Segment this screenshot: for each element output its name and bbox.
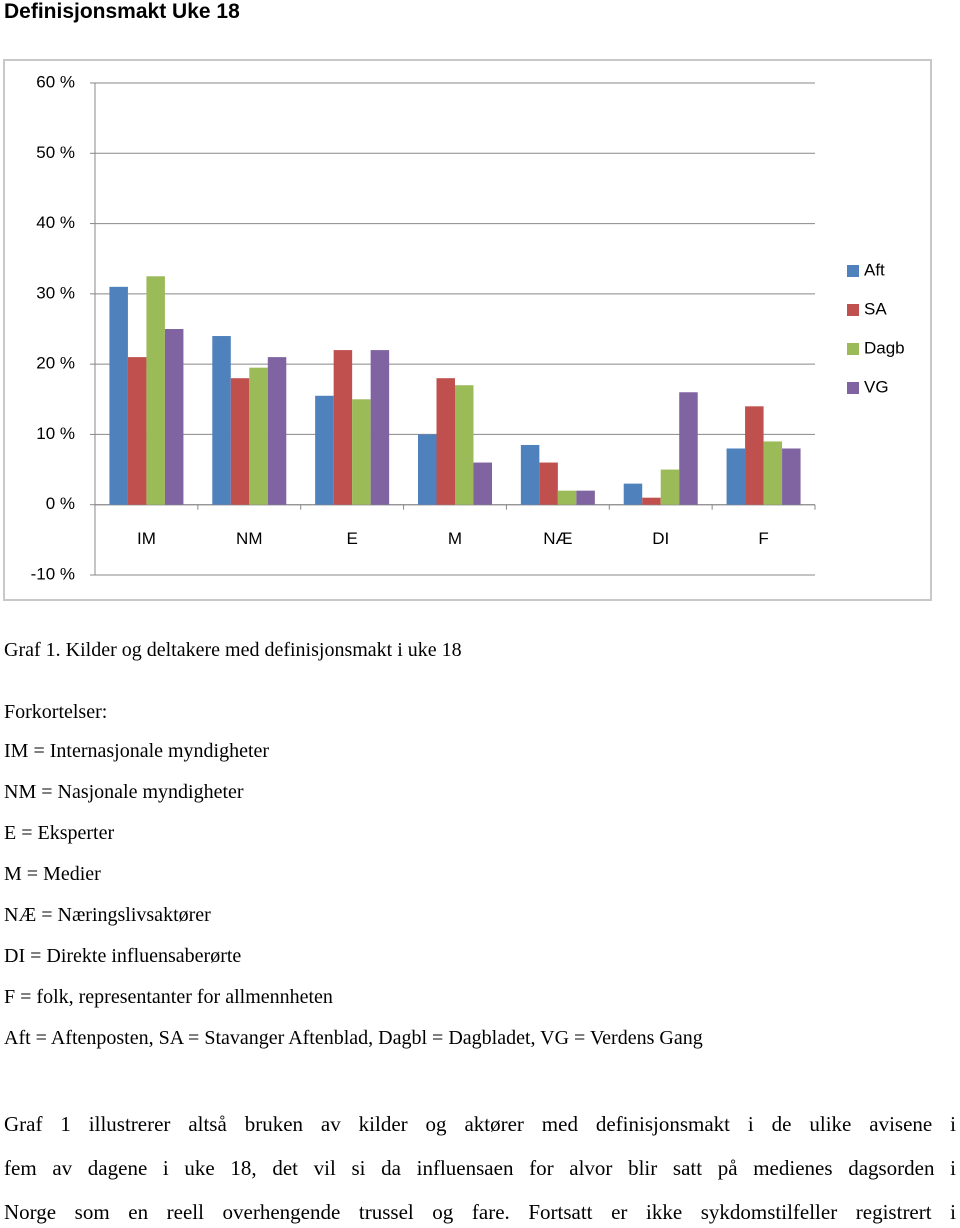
caption: Graf 1. Kilder og deltakere med definisj… <box>4 639 462 661</box>
chart-frame <box>3 59 932 601</box>
x-tick-label: NÆ <box>543 529 572 548</box>
abbreviation: F = folk, representanter for allmennhete… <box>4 986 333 1008</box>
legend-label: Dagb <box>864 338 905 357</box>
bar <box>473 462 492 505</box>
legend-swatch <box>847 343 859 355</box>
y-tick-label: -10 % <box>31 564 75 583</box>
bar <box>146 276 165 505</box>
y-tick-label: 60 % <box>36 72 75 91</box>
bar <box>333 350 353 505</box>
legend-label: Aft <box>864 260 885 279</box>
x-tick-label: M <box>448 529 462 548</box>
bar <box>782 448 801 505</box>
x-tick-label: DI <box>652 529 669 548</box>
bar <box>267 357 287 505</box>
bar <box>745 406 764 505</box>
chart: -10 % 0 % 10 % 20 % 30 % 40 % 50 % 60 % IM NM E M NÆ… <box>3 59 932 601</box>
title: Definisjonsmakt Uke 18 <box>4 0 240 23</box>
x-tick-label: F <box>758 529 768 548</box>
paragraph-line: fem av dagene i uke 18, det vil si da in… <box>4 1156 956 1180</box>
y-tick-label: 0 % <box>46 494 75 513</box>
abbreviation: IM = Internasjonale myndigheter <box>4 740 270 762</box>
abbreviation: NÆ = Næringslivsaktører <box>4 904 211 926</box>
x-tick-label: E <box>346 529 357 548</box>
paragraph-line: Norge som en reell overhengende trussel … <box>4 1200 956 1224</box>
bar <box>436 378 455 505</box>
paragraph-line: Graf 1 illustrerer altså bruken av kilde… <box>4 1112 956 1136</box>
legend-label: SA <box>864 299 887 318</box>
legend-label: VG <box>864 377 889 396</box>
bar <box>520 444 540 505</box>
bar <box>623 483 643 505</box>
bar <box>763 441 783 505</box>
bar <box>127 357 147 505</box>
bar <box>249 367 268 505</box>
abbreviation: M = Medier <box>4 863 101 885</box>
legend-swatch <box>847 382 859 394</box>
legend-swatch <box>847 304 859 316</box>
abbreviation: DI = Direkte influensaberørte <box>4 945 242 967</box>
bar <box>576 490 595 505</box>
bar <box>109 286 128 505</box>
y-tick-label: 50 % <box>36 143 75 162</box>
abbreviation: NM = Nasjonale myndigheter <box>4 781 244 803</box>
bar <box>230 378 250 505</box>
y-tick-label: 10 % <box>36 424 75 443</box>
bar <box>642 497 661 505</box>
legend-swatch <box>847 265 859 277</box>
y-tick-label: 20 % <box>36 354 75 373</box>
bar <box>164 329 184 505</box>
bar <box>352 399 371 505</box>
abbreviations-heading: Forkortelser: <box>4 701 108 723</box>
bar <box>679 392 698 505</box>
bar <box>660 469 680 505</box>
bar <box>539 462 558 505</box>
bar <box>370 350 390 505</box>
abbreviation: Aft = Aftenposten, SA = Stavanger Aftenb… <box>4 1027 703 1049</box>
bar <box>212 336 231 505</box>
bar <box>557 490 577 505</box>
bar <box>726 448 746 505</box>
x-tick-label: IM <box>137 529 156 548</box>
y-tick-label: 40 % <box>36 213 75 232</box>
bar <box>418 434 437 505</box>
bar <box>315 395 334 505</box>
x-tick-label: NM <box>236 529 262 548</box>
abbreviation: E = Eksperter <box>4 822 115 844</box>
y-tick-label: 30 % <box>36 283 75 302</box>
bar <box>455 385 474 505</box>
